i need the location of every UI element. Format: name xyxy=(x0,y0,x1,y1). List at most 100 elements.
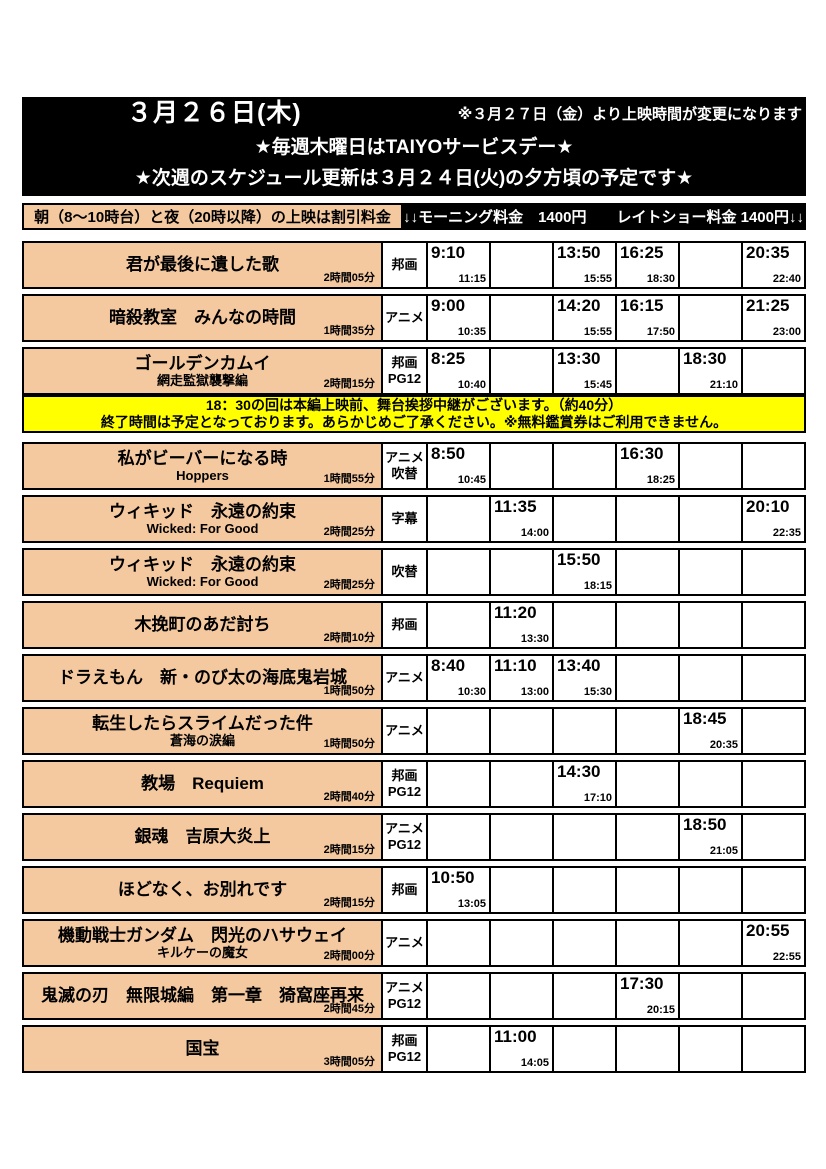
end-time: 13:00 xyxy=(520,685,549,698)
genre-label: 邦画 xyxy=(391,881,418,897)
movie-row: ほどなく、お別れです 2時間15分 邦画 10:50 13:05 xyxy=(22,866,806,914)
start-time: 16:30 xyxy=(620,444,664,463)
movie-row: ゴールデンカムイ 網走監獄襲撃編 2時間15分 邦画 PG12 8:25 10:40… xyxy=(22,347,806,395)
showtime-cell: 14:20 15:55 xyxy=(552,296,615,340)
showtime-cell: 8:25 10:40 xyxy=(426,349,489,393)
start-time: 16:15 xyxy=(620,296,664,315)
start-time: 11:10 xyxy=(494,656,537,675)
movie-title: 私がビーバーになる時 xyxy=(117,449,288,469)
movie-row: 君が最後に遺した歌 2時間05分 邦画 9:10 11:15 13:50 15:55 1… xyxy=(22,241,806,289)
banner-line: 終了時間は予定となっております。あらかじめご了承ください。※無料鑑賞券はご利用で… xyxy=(100,414,728,430)
showtime-cell: 17:30 20:15 xyxy=(615,974,678,1018)
movie-title-cell: ゴールデンカムイ 網走監獄襲撃編 2時間15分 xyxy=(24,349,381,393)
showtime-cell xyxy=(489,921,552,965)
movie-subtitle: 網走監獄襲撃編 xyxy=(156,372,248,388)
showtime-cell xyxy=(615,603,678,647)
showtime-cell xyxy=(741,603,804,647)
showtime-cell xyxy=(489,296,552,340)
showtime-cell xyxy=(678,550,741,594)
end-time: 18:25 xyxy=(646,473,675,486)
showtime-cell xyxy=(489,349,552,393)
showtime-cell xyxy=(741,656,804,700)
movie-duration: 2時間25分 xyxy=(323,579,375,591)
movie-duration: 1時間35分 xyxy=(323,325,375,337)
movie-row: ウィキッド 永遠の約束 Wicked: For Good 2時間25分 字幕 1… xyxy=(22,495,806,543)
start-time: 20:55 xyxy=(746,921,790,940)
showtime-cell: 11:20 13:30 xyxy=(489,603,552,647)
start-time: 18:45 xyxy=(683,709,727,728)
genre-label: 字幕 xyxy=(391,510,418,526)
movie-title: ドラえもん 新・のび太の海底鬼岩城 xyxy=(58,668,347,688)
movie-row: 銀魂 吉原大炎上 2時間15分 アニメ PG12 18:50 21:05 xyxy=(22,813,806,861)
end-time: 15:55 xyxy=(583,325,612,338)
time-change-notice: ※３月２７日（金）より上映時間が変更になります xyxy=(457,105,802,123)
genre-label: PG12 xyxy=(387,371,422,386)
movie-row: 国宝 3時間05分 邦画 PG12 11:00 14:05 xyxy=(22,1025,806,1073)
showtime-cell xyxy=(489,550,552,594)
end-time: 15:45 xyxy=(583,378,612,391)
genre-cell: 邦画 PG12 xyxy=(381,762,426,806)
genre-label: PG12 xyxy=(387,837,422,852)
movie-duration: 2時間15分 xyxy=(323,897,375,909)
start-time: 18:30 xyxy=(683,349,727,368)
showtime-cell: 13:40 15:30 xyxy=(552,656,615,700)
start-time: 8:50 xyxy=(431,444,466,463)
genre-cell: アニメ xyxy=(381,921,426,965)
showtime-cell: 16:25 18:30 xyxy=(615,243,678,287)
movie-subtitle: Hoppers xyxy=(176,467,229,483)
end-time: 17:10 xyxy=(583,791,612,804)
genre-cell: 字幕 xyxy=(381,497,426,541)
showtime-cell xyxy=(489,974,552,1018)
movie-duration: 2時間05分 xyxy=(323,272,375,284)
movie-subtitle: Wicked: For Good xyxy=(146,573,259,589)
start-time: 11:00 xyxy=(494,1027,537,1046)
movie-title-cell: 銀魂 吉原大炎上 2時間15分 xyxy=(24,815,381,859)
movie-title-cell: 君が最後に遺した歌 2時間05分 xyxy=(24,243,381,287)
movie-title: 鬼滅の刃 無限城編 第一章 猗窩座再来 xyxy=(41,986,364,1006)
showtime-cell xyxy=(741,868,804,912)
end-time: 10:40 xyxy=(457,378,486,391)
start-time: 8:25 xyxy=(431,349,466,368)
movie-duration: 2時間40分 xyxy=(323,791,375,803)
showtime-cell xyxy=(678,243,741,287)
movie-title-cell: 木挽町のあだ討ち 2時間10分 xyxy=(24,603,381,647)
start-time: 18:50 xyxy=(683,815,727,834)
showtime-cell xyxy=(552,1027,615,1071)
start-time: 13:50 xyxy=(557,243,601,262)
movie-title: 転生したらスライムだった件 xyxy=(92,714,313,734)
movie-duration: 1時間55分 xyxy=(323,473,375,485)
movie-title-cell: ウィキッド 永遠の約束 Wicked: For Good 2時間25分 xyxy=(24,550,381,594)
showtime-cell xyxy=(489,243,552,287)
genre-label: 邦画 xyxy=(391,616,418,632)
genre-label: アニメ xyxy=(385,934,424,950)
genre-cell: 邦画 xyxy=(381,868,426,912)
genre-label: 邦画 xyxy=(391,1032,418,1048)
movie-subtitle: Wicked: For Good xyxy=(146,520,259,536)
showtime-cell xyxy=(426,709,489,753)
movie-title-cell: ドラえもん 新・のび太の海底鬼岩城 1時間50分 xyxy=(24,656,381,700)
end-time: 13:05 xyxy=(457,897,486,910)
movie-title-cell: 教場 Requiem 2時間40分 xyxy=(24,762,381,806)
showtime-cell xyxy=(552,709,615,753)
end-time: 18:30 xyxy=(646,272,675,285)
movie-row: 私がビーバーになる時 Hoppers 1時間55分 アニメ 吹替 8:50 10:4… xyxy=(22,442,806,490)
showtime-cell xyxy=(678,921,741,965)
movie-title: 暗殺教室 みんなの時間 xyxy=(109,308,296,328)
showtime-cell: 20:35 22:40 xyxy=(741,243,804,287)
showtime-cell xyxy=(615,921,678,965)
genre-cell: アニメ 吹替 xyxy=(381,444,426,488)
showtime-cell: 18:45 20:35 xyxy=(678,709,741,753)
movie-row: 木挽町のあだ討ち 2時間10分 邦画 11:20 13:30 xyxy=(22,601,806,649)
end-time: 22:35 xyxy=(772,526,801,539)
showtime-cell: 16:15 17:50 xyxy=(615,296,678,340)
movie-subtitle: キルケーの魔女 xyxy=(156,944,248,960)
movie-duration: 2時間25分 xyxy=(323,526,375,538)
showtime-cell xyxy=(615,868,678,912)
start-time: 13:40 xyxy=(557,656,601,675)
showtime-cell xyxy=(741,815,804,859)
showtime-cell: 11:35 14:00 xyxy=(489,497,552,541)
showtime-cell: 11:10 13:00 xyxy=(489,656,552,700)
start-time: 10:50 xyxy=(431,868,475,887)
end-time: 13:30 xyxy=(520,632,549,645)
end-time: 20:35 xyxy=(709,738,738,751)
